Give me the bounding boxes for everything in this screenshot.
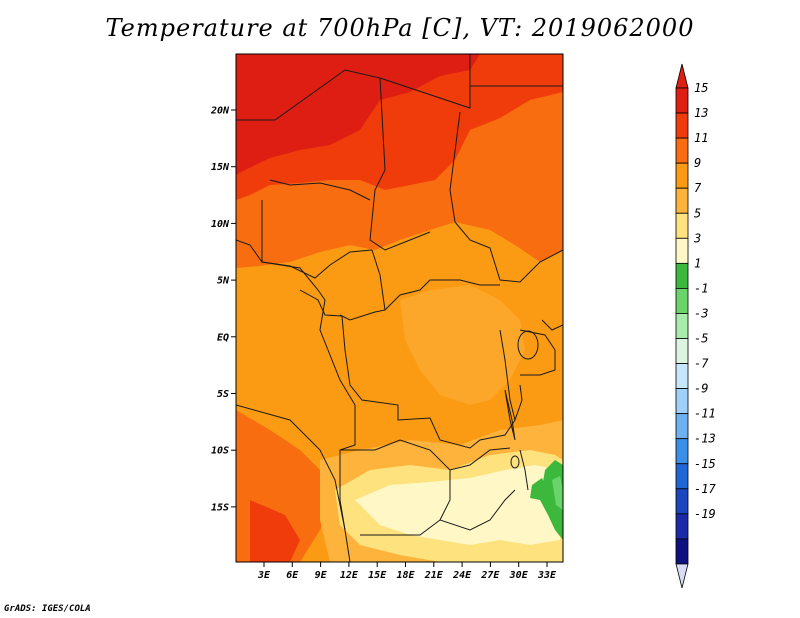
lat-tick-label: 10N	[211, 219, 230, 230]
colorbar-swatch	[675, 338, 689, 364]
lat-tick-label: 5S	[217, 389, 229, 400]
colorbar-label: -13	[694, 432, 716, 446]
colorbar-swatch	[675, 137, 689, 164]
colorbar-bottom-arrow	[675, 563, 689, 589]
lat-tick-label: 5N	[217, 276, 230, 287]
lon-tick-label: 33E	[537, 570, 557, 581]
colorbar-swatch	[675, 463, 689, 490]
lat-tick-label: 15N	[211, 162, 230, 173]
lon-tick-label: 6E	[286, 570, 299, 581]
temperature-field	[236, 54, 563, 562]
colorbar-swatch	[675, 212, 689, 239]
colorbar-swatch	[675, 87, 689, 114]
colorbar-label: 5	[694, 206, 701, 220]
colorbar-label: 15	[694, 81, 708, 95]
field-minus1to1	[552, 476, 563, 510]
colorbar-swatch	[675, 187, 689, 214]
lon-tick-label: 21E	[424, 570, 444, 581]
colorbar-swatch	[675, 388, 689, 415]
colorbar-swatch	[675, 413, 689, 440]
map-title: Temperature at 700hPa [C], VT: 201906200…	[105, 14, 695, 42]
colorbar-label: 3	[693, 231, 701, 245]
field-above15	[236, 54, 480, 175]
lon-tick-label: 27E	[480, 570, 500, 581]
lat-tick-label: 10S	[211, 446, 229, 457]
lon-tick-label: 12E	[340, 570, 359, 581]
field-southwest-13to15	[250, 500, 300, 562]
lon-tick-label: 15E	[368, 570, 387, 581]
colorbar-label: 1	[694, 256, 701, 270]
colorbar-label: -9	[694, 382, 708, 396]
coastline	[236, 239, 356, 406]
colorbar-label: 9	[694, 156, 701, 170]
colorbar-swatch	[675, 538, 689, 565]
colorbar-label: 13	[694, 106, 708, 120]
longitude-axis: 3E 6E 9E 12E 15E 18E 21E 24E 27E 30E 33E	[257, 562, 557, 581]
lon-tick-label: 18E	[396, 570, 415, 581]
lat-tick-label: 15S	[211, 502, 229, 513]
colorbar-label: -17	[694, 482, 716, 496]
grads-credit: GrADS: IGES/COLA	[4, 604, 91, 614]
lake-outlines	[504, 330, 539, 491]
lat-tick-label: 20N	[210, 106, 230, 117]
field-1to3-patch	[530, 478, 548, 500]
lat-tick-label: EQ	[217, 332, 229, 343]
colorbar-swatch	[675, 438, 689, 465]
colorbar-swatch	[675, 513, 689, 540]
lon-tick-label: 3E	[257, 570, 271, 581]
colorbar-label: -3	[694, 306, 708, 320]
colorbar-swatch	[675, 262, 689, 289]
field-central-cooler	[400, 285, 525, 405]
field-3to5	[355, 465, 560, 545]
colorbar-label: -15	[694, 457, 716, 471]
colorbar-label: -1	[694, 281, 708, 295]
latitude-axis: 20N 15N 10N 5N EQ 5S 10S 15S	[210, 106, 236, 513]
colorbar-swatch	[675, 237, 689, 264]
colorbar-swatch	[675, 162, 689, 189]
colorbar-label: 7	[694, 181, 702, 195]
colorbar-swatch	[675, 287, 689, 314]
colorbar-swatch	[675, 313, 689, 339]
lon-tick-label: 9E	[315, 570, 328, 581]
colorbar: 15 13 11 9 7 5 3 1 -1 -3 -5 -7 -9 -11 -13 -15 -17 -19	[675, 63, 716, 589]
colorbar-label: 11	[694, 131, 708, 145]
colorbar-label: -11	[694, 407, 716, 421]
lon-tick-label: 30E	[509, 570, 529, 581]
country-borders	[236, 54, 563, 562]
colorbar-swatch	[675, 112, 689, 139]
map-frame	[235, 53, 564, 563]
colorbar-top-arrow	[675, 63, 689, 89]
colorbar-label: -7	[694, 357, 709, 371]
lon-tick-label: 24E	[452, 570, 472, 581]
colorbar-label: -5	[694, 332, 708, 346]
colorbar-label: -19	[694, 507, 716, 521]
colorbar-swatch	[675, 488, 689, 515]
colorbar-swatch	[675, 363, 689, 389]
